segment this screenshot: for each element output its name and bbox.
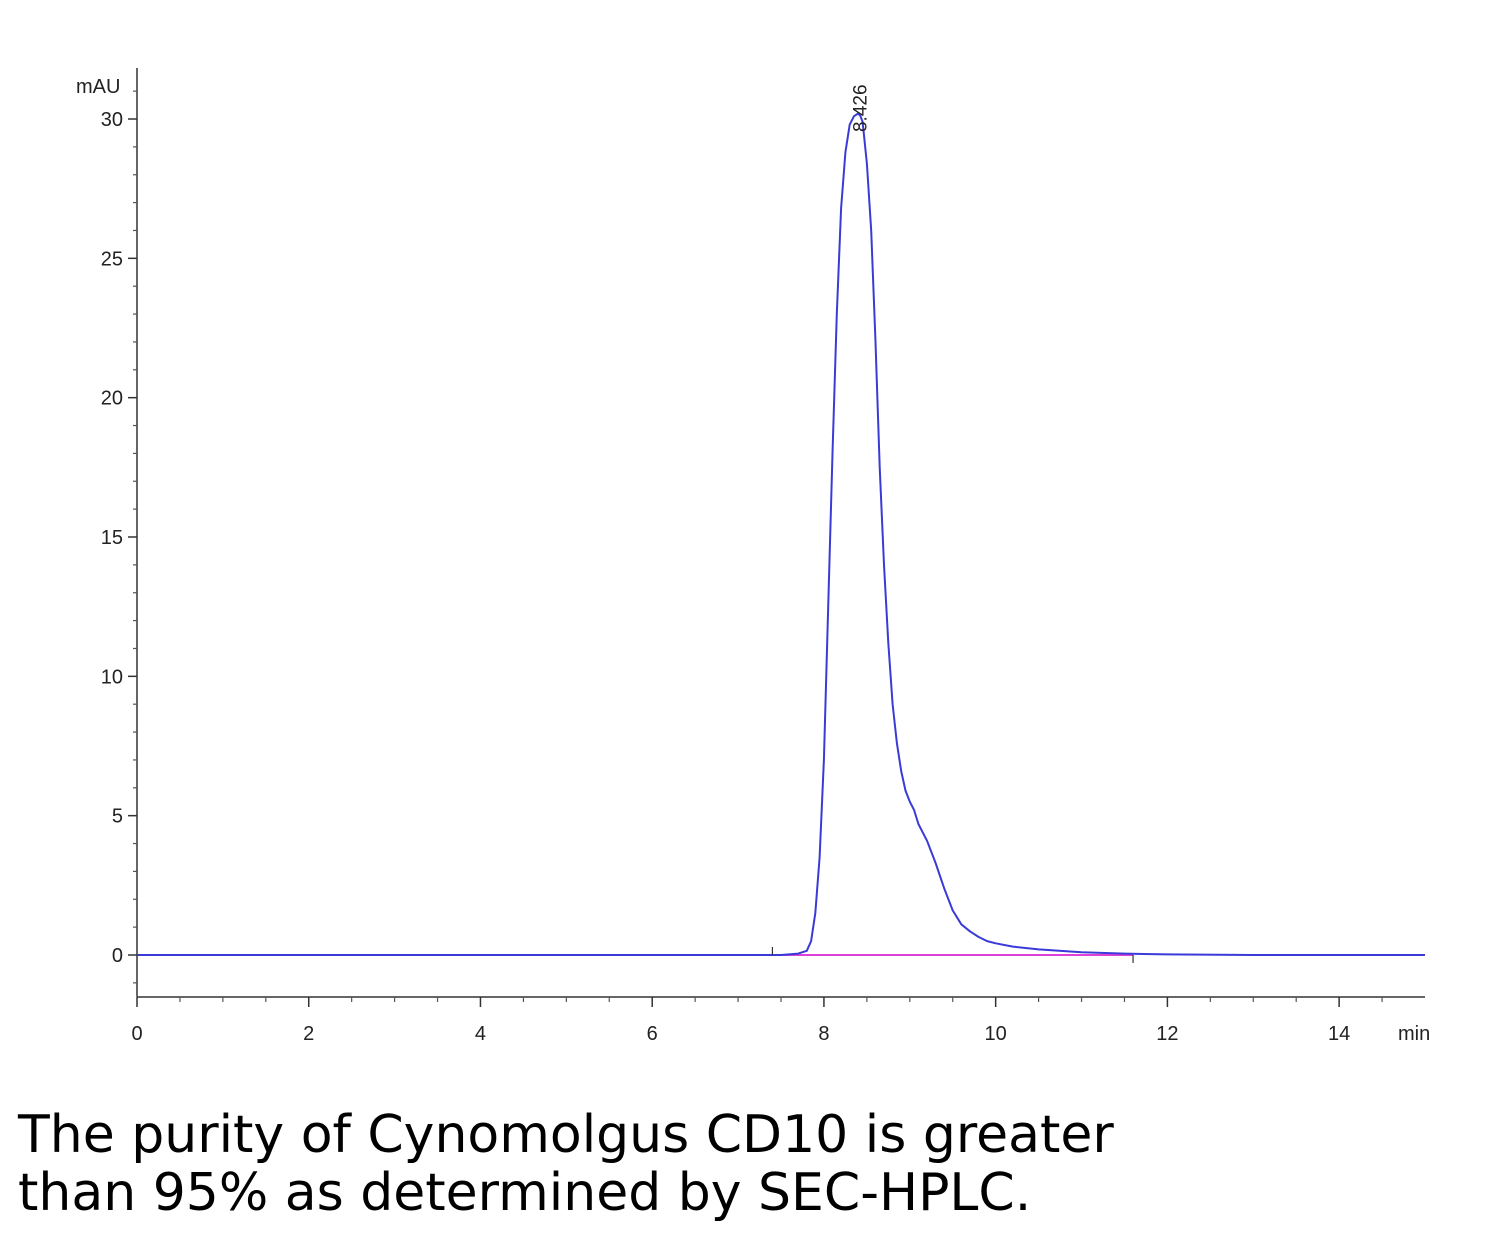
y-tick-label: 25 (101, 248, 123, 270)
y-tick-label: 10 (101, 666, 123, 688)
chromatogram-trace (137, 112, 1425, 956)
x-axis: 0 2 4 6 8 10 12 14 (131, 996, 1425, 1045)
peak-retention-label: 8.426 (851, 84, 872, 132)
x-tick-label: 0 (131, 1023, 142, 1045)
x-tick-label: 2 (303, 1023, 314, 1045)
x-tick-label: 10 (985, 1023, 1007, 1045)
x-tick-label: 6 (647, 1023, 658, 1045)
y-axis-unit-label: mAU (76, 76, 120, 98)
x-tick-label: 8 (818, 1023, 829, 1045)
caption-line-2: than 95% as determined by SEC-HPLC. (18, 1163, 1032, 1223)
y-tick-label: 5 (112, 806, 123, 828)
sec-hplc-chromatogram: 0 5 10 15 20 25 30 0 2 4 6 8 10 12 14 mAU min 8.426 (76, 68, 1430, 1045)
x-tick-label: 14 (1328, 1023, 1350, 1045)
figure-caption: The purity of Cynomolgus CD10 is greater… (18, 1106, 1478, 1222)
y-tick-label: 30 (101, 109, 123, 131)
y-tick-label: 20 (101, 388, 123, 410)
x-axis-unit-label: min (1398, 1023, 1430, 1045)
series-layer (137, 112, 1425, 963)
x-tick-label: 4 (475, 1023, 486, 1045)
caption-line-1: The purity of Cynomolgus CD10 is greater (18, 1105, 1114, 1165)
y-tick-label: 15 (101, 527, 123, 549)
y-tick-label: 0 (112, 945, 123, 967)
x-tick-label: 12 (1156, 1023, 1178, 1045)
y-axis: 0 5 10 15 20 25 30 (101, 68, 138, 997)
